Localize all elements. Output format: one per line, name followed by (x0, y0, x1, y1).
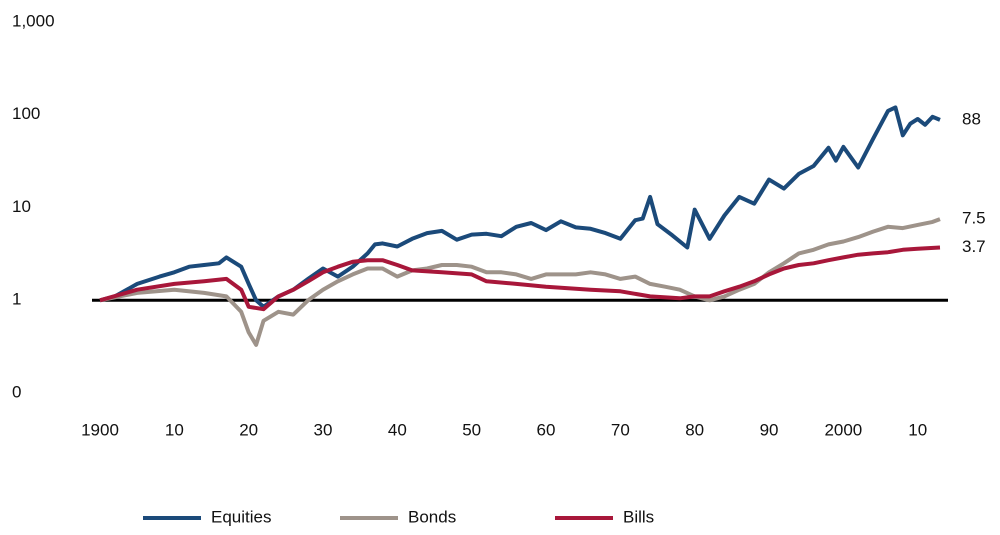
end-value-label: 7.5 (962, 209, 986, 228)
y-tick-label: 1 (12, 290, 21, 309)
series-line (99, 217, 941, 347)
y-tick-label: 1,000 (12, 11, 55, 30)
legend-label: Bills (623, 507, 654, 526)
end-value-label: 3.7 (962, 237, 986, 256)
legend-label: Equities (211, 507, 271, 526)
y-tick-label: 100 (12, 104, 40, 123)
x-tick-label: 50 (462, 420, 481, 439)
x-tick-label: 10 (165, 420, 184, 439)
x-tick-label: 2000 (824, 420, 862, 439)
end-value-label: 88 (962, 109, 981, 128)
x-tick-label: 30 (314, 420, 333, 439)
series-line (99, 245, 941, 312)
series-line (99, 105, 941, 309)
x-tick-label: 70 (611, 420, 630, 439)
x-tick-label: 20 (239, 420, 258, 439)
x-tick-label: 10 (908, 420, 927, 439)
x-tick-label: 80 (685, 420, 704, 439)
x-tick-label: 60 (537, 420, 556, 439)
x-tick-label: 90 (760, 420, 779, 439)
x-tick-label: 1900 (81, 420, 119, 439)
legend-label: Bonds (408, 507, 456, 526)
y-tick-label: 0 (12, 382, 21, 401)
x-tick-label: 40 (388, 420, 407, 439)
y-tick-label: 10 (12, 197, 31, 216)
